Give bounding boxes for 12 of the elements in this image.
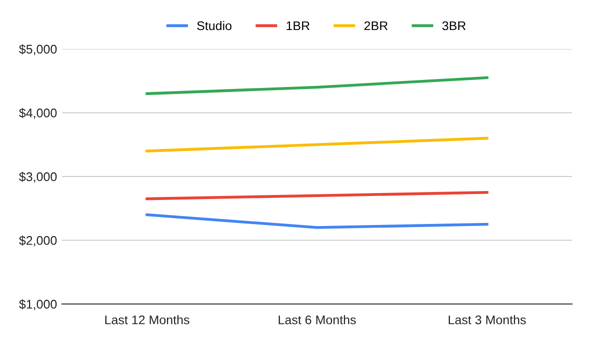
y-tick-label: $2,000 [19, 236, 57, 246]
legend-label: 3BR [442, 21, 466, 30]
x-tick-label: Last 3 Months [448, 315, 526, 324]
legend-label: Studio [197, 21, 232, 30]
legend-label: 2BR [364, 21, 388, 30]
x-tick-label: Last 12 Months [105, 315, 190, 324]
y-tick-label: $4,000 [19, 108, 57, 119]
legend-label: 1BR [286, 21, 310, 30]
y-tick-label: $3,000 [19, 172, 57, 183]
x-tick-label: Last 6 Months [278, 315, 356, 324]
y-tick-label: $5,000 [19, 44, 57, 56]
y-tick-label: $1,000 [19, 299, 57, 310]
